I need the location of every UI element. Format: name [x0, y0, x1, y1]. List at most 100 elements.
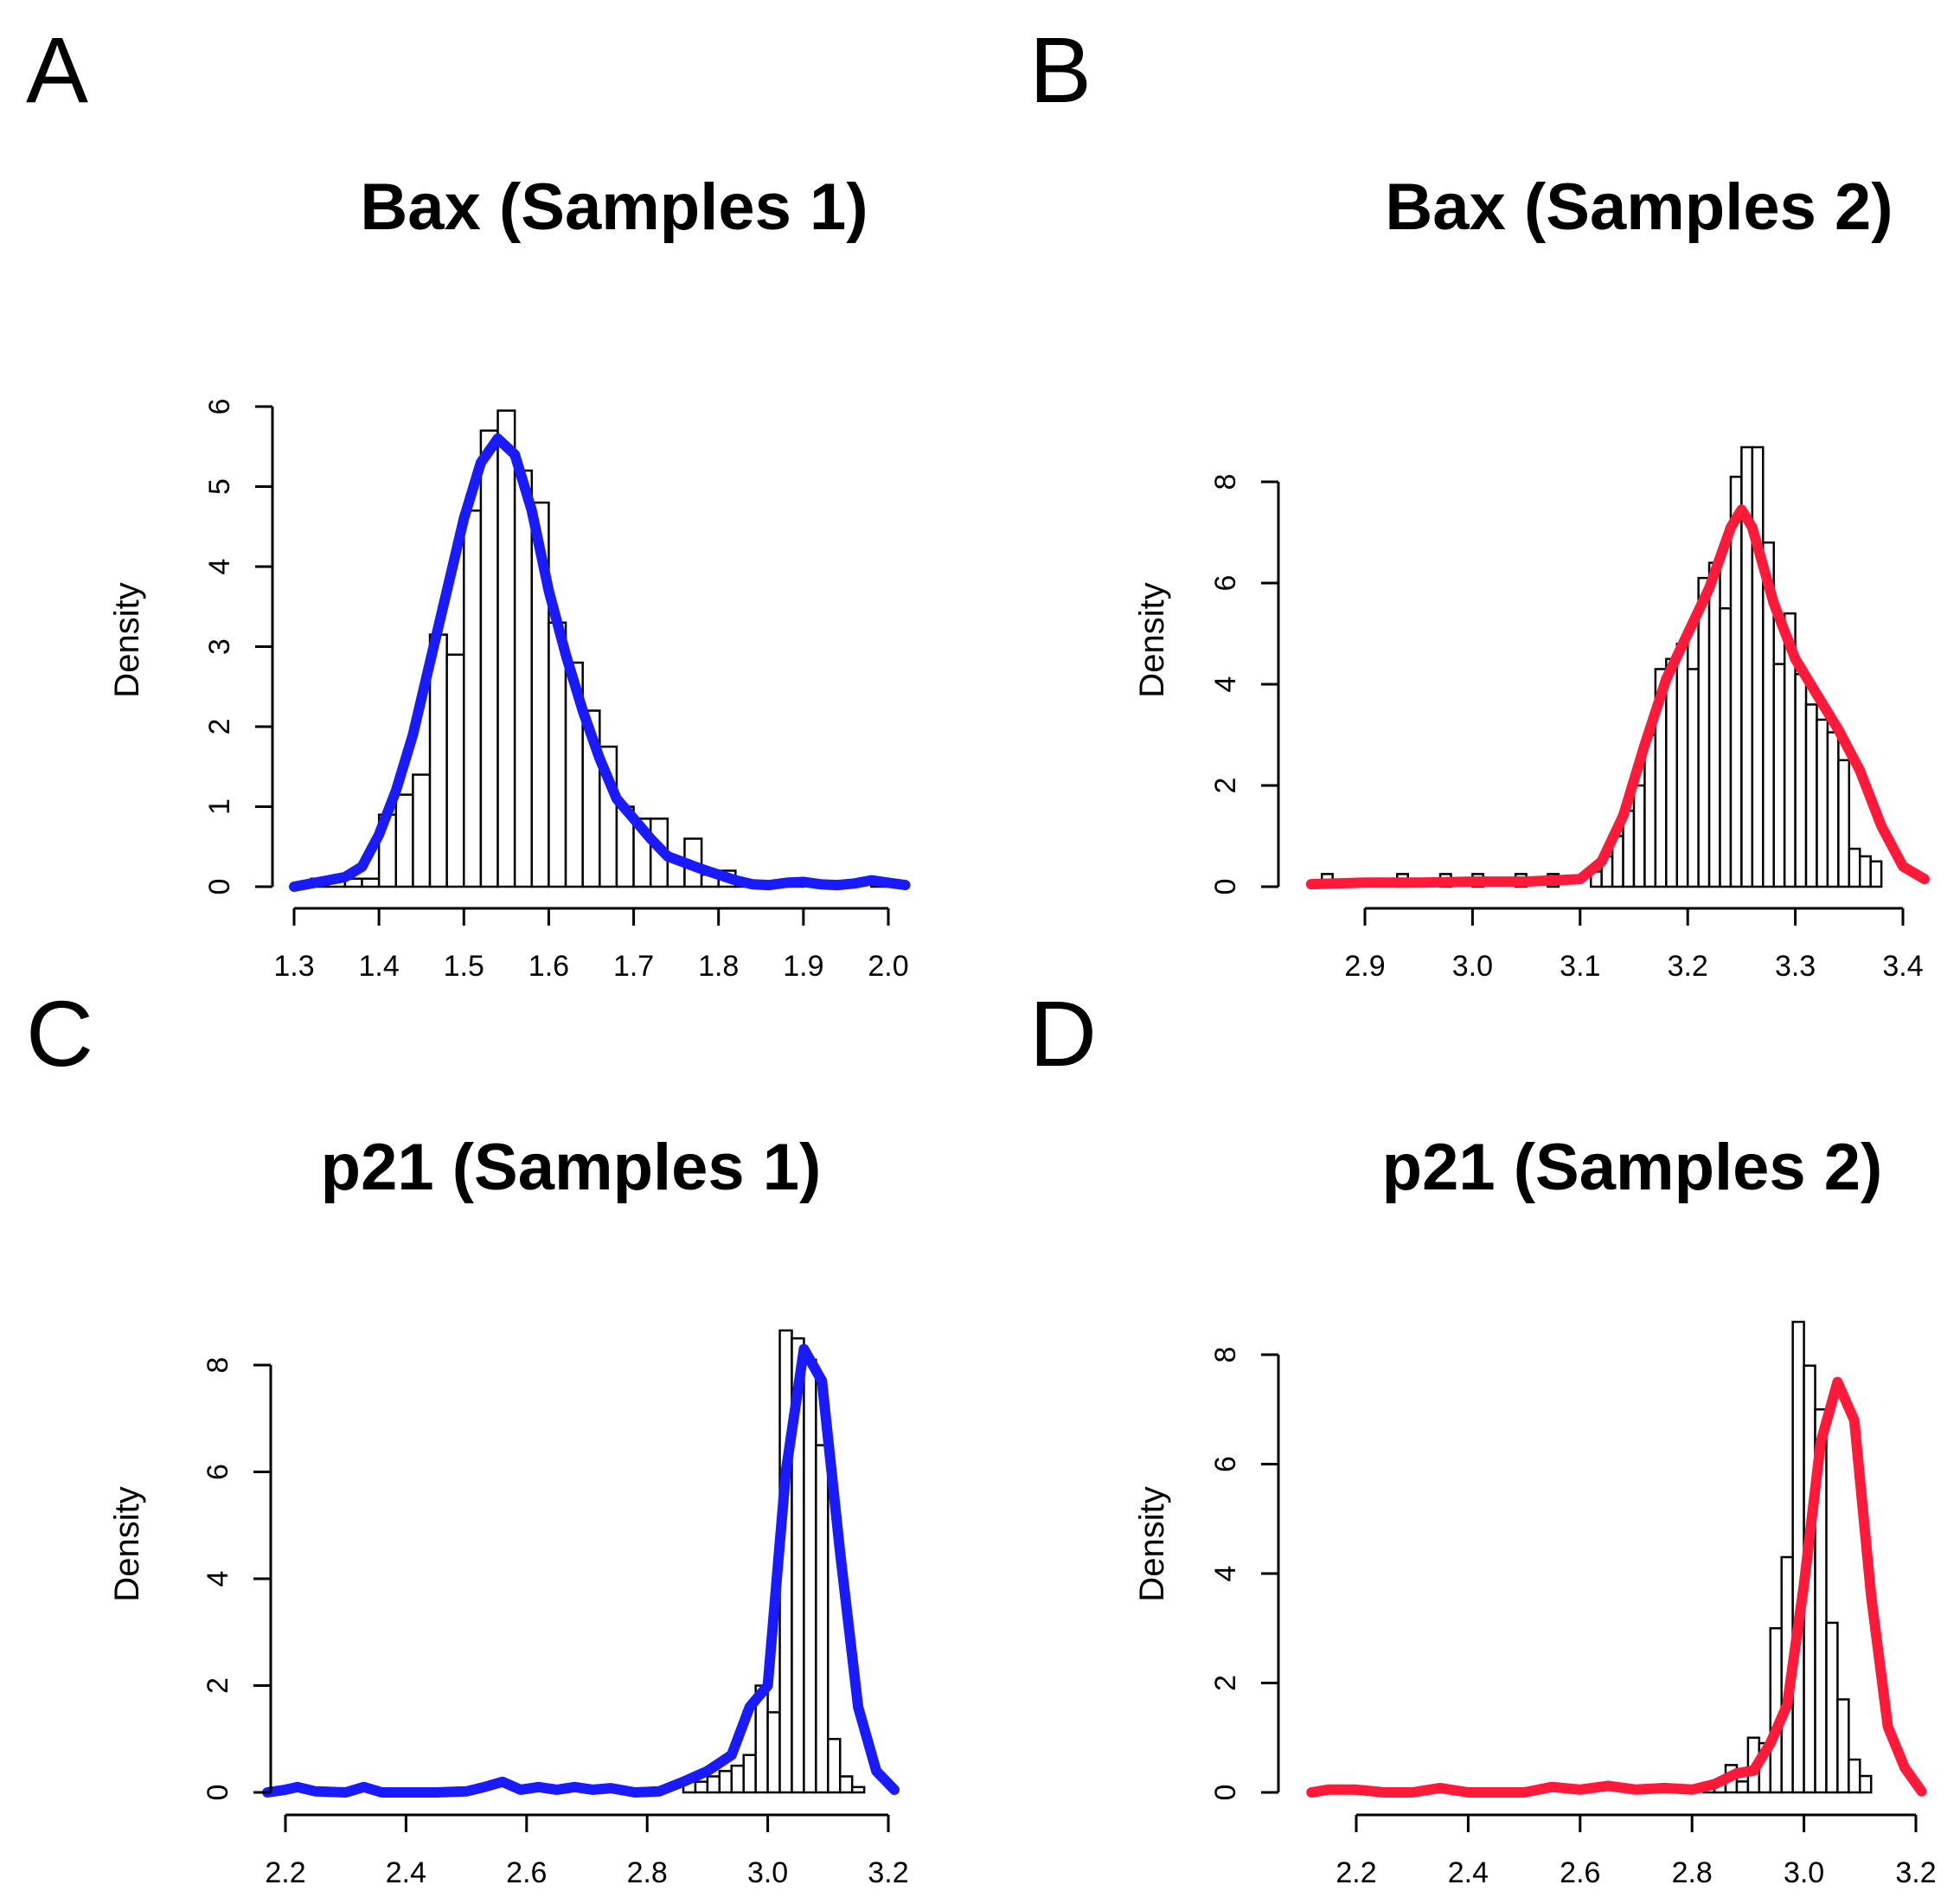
x-tick-label: 1.8 — [698, 950, 739, 983]
histogram-bar — [815, 1444, 829, 1794]
histogram-bar — [1675, 642, 1689, 888]
panel-label-d: D — [1029, 981, 1097, 1086]
y-tick-label: 1 — [203, 798, 236, 815]
x-tick-label: 2.2 — [1335, 1856, 1376, 1889]
y-tick-label: 6 — [203, 399, 236, 415]
x-tick-label: 1.4 — [359, 950, 400, 983]
x-tick-label: 2.4 — [386, 1856, 426, 1889]
histogram-bar — [694, 1780, 709, 1794]
histogram-bar — [1848, 1758, 1861, 1794]
x-tick-label: 3.0 — [1784, 1856, 1824, 1889]
histogram-bar — [827, 1738, 842, 1794]
histogram-bar — [1697, 576, 1711, 888]
x-tick-label: 2.4 — [1448, 1856, 1489, 1889]
x-tick-label: 3.0 — [1452, 950, 1493, 983]
x-tick-label: 1.6 — [528, 950, 569, 983]
histogram-bar — [706, 1775, 721, 1794]
histogram-bar — [1707, 561, 1721, 888]
x-tick-label: 3.4 — [1882, 950, 1923, 983]
histogram-bar — [730, 1764, 745, 1794]
x-tick-label: 1.7 — [613, 950, 654, 983]
x-tick-label: 2.0 — [868, 950, 908, 983]
panel-label-b: B — [1029, 17, 1092, 122]
y-tick-label: 0 — [1209, 879, 1242, 895]
x-tick-label: 2.6 — [506, 1856, 547, 1889]
histogram-bar — [718, 1770, 733, 1794]
plot-area-b: 0 2 4 6 8 2.9 3.0 3.1 3.2 3.3 3.4 — [1209, 446, 1930, 983]
plot-area-c: 0 2 4 6 8 2.2 2.4 2.6 2.8 3.0 3.2 — [202, 1329, 909, 1889]
histogram-bar — [1719, 607, 1733, 888]
histogram-bar — [1794, 673, 1808, 888]
x-tick-label: 1.5 — [444, 950, 484, 983]
panel-label-c: C — [26, 981, 93, 1086]
density-curve — [1306, 1376, 1927, 1798]
histogram-bar — [496, 409, 516, 888]
histogram-bar — [1735, 1780, 1750, 1794]
y-tick-label: 2 — [202, 1677, 234, 1694]
histogram-bar — [1772, 663, 1786, 888]
x-tick-label: 3.0 — [747, 1856, 788, 1889]
histogram-bar — [513, 469, 534, 888]
chart-title-b: Bax (Samples 2) — [1385, 170, 1893, 244]
histogram-bar — [361, 877, 381, 888]
histogram-bar — [412, 773, 432, 888]
histogram-bar — [766, 1711, 781, 1794]
y-tick-label: 4 — [1209, 676, 1242, 693]
histogram-bar — [1686, 668, 1700, 888]
y-tick-label: 4 — [202, 1571, 234, 1587]
x-tick-label: 1.3 — [273, 950, 314, 983]
y-tick-label: 0 — [202, 1785, 234, 1801]
x-tick-label: 3.2 — [1895, 1856, 1936, 1889]
y-tick-label: 6 — [1209, 1456, 1242, 1472]
histogram-bar — [445, 653, 465, 888]
x-tick-label: 1.9 — [783, 950, 823, 983]
y-tick-label: 4 — [203, 559, 236, 575]
y-tick-label: 8 — [202, 1357, 234, 1374]
panel-a: A Bax (Samples 1) Density 0 1 2 3 4 5 6 1.3 1.4 1… — [26, 17, 911, 983]
histogram-bar — [1859, 1774, 1873, 1794]
x-tick-label: 3.2 — [868, 1856, 908, 1889]
y-tick-label: 2 — [203, 719, 236, 735]
histogram-bar — [850, 1785, 866, 1794]
y-tick-label: 3 — [203, 638, 236, 655]
plot-area-a: 0 1 2 3 4 5 6 1.3 1.4 1.5 1.6 1.7 1.8 1.9 2.0 — [203, 399, 911, 983]
histogram-bar — [742, 1753, 757, 1794]
y-tick-label: 8 — [1209, 1347, 1242, 1363]
density-curve — [262, 1343, 900, 1798]
chart-title-c: p21 (Samples 1) — [321, 1131, 822, 1204]
panel-c: C p21 (Samples 1) Density 0 2 4 6 8 2.2 2.4 2.6… — [26, 981, 909, 1889]
panel-b: B Bax (Samples 2) Density 0 2 4 6 8 2.9 3.0 3.1… — [1029, 17, 1930, 983]
histogram-bar — [1826, 731, 1840, 888]
y-tick-label: 2 — [1209, 1675, 1242, 1691]
density-curve — [1305, 504, 1930, 890]
histogram-bar — [1632, 784, 1646, 888]
histogram-bar — [1836, 1698, 1850, 1794]
x-tick-label: 2.6 — [1560, 1856, 1600, 1889]
panel-label-a: A — [26, 17, 88, 122]
histogram-bar — [1665, 657, 1679, 888]
panel-d: D p21 (Samples 2) Density 0 2 4 6 8 2.2 2.4 2.6… — [1029, 981, 1937, 1889]
histogram-bar — [463, 510, 483, 888]
x-tick-label: 2.9 — [1344, 950, 1385, 983]
chart-title-a: Bax (Samples 1) — [360, 170, 868, 244]
x-tick-label: 2.8 — [627, 1856, 668, 1889]
chart-title-d: p21 (Samples 2) — [1382, 1131, 1883, 1204]
y-tick-label: 2 — [1209, 778, 1242, 794]
x-tick-label: 3.3 — [1775, 950, 1816, 983]
y-tick-label: 0 — [1209, 1785, 1242, 1801]
y-tick-label: 6 — [202, 1464, 234, 1480]
density-curve — [289, 433, 911, 892]
histogram-bar — [1837, 759, 1851, 888]
plot-area-d: 0 2 4 6 8 2.2 2.4 2.6 2.8 3.0 3.2 — [1209, 1320, 1937, 1889]
histogram-bar — [1643, 734, 1657, 888]
histogram-bar — [1825, 1621, 1839, 1794]
x-tick-label: 2.8 — [1672, 1856, 1713, 1889]
histogram-bar — [1848, 847, 1861, 888]
histogram-bar — [1869, 860, 1883, 888]
histogram-bar — [838, 1775, 854, 1794]
histogram-bar — [1804, 703, 1818, 888]
histogram-bar — [479, 429, 499, 888]
y-tick-label: 4 — [1209, 1566, 1242, 1582]
